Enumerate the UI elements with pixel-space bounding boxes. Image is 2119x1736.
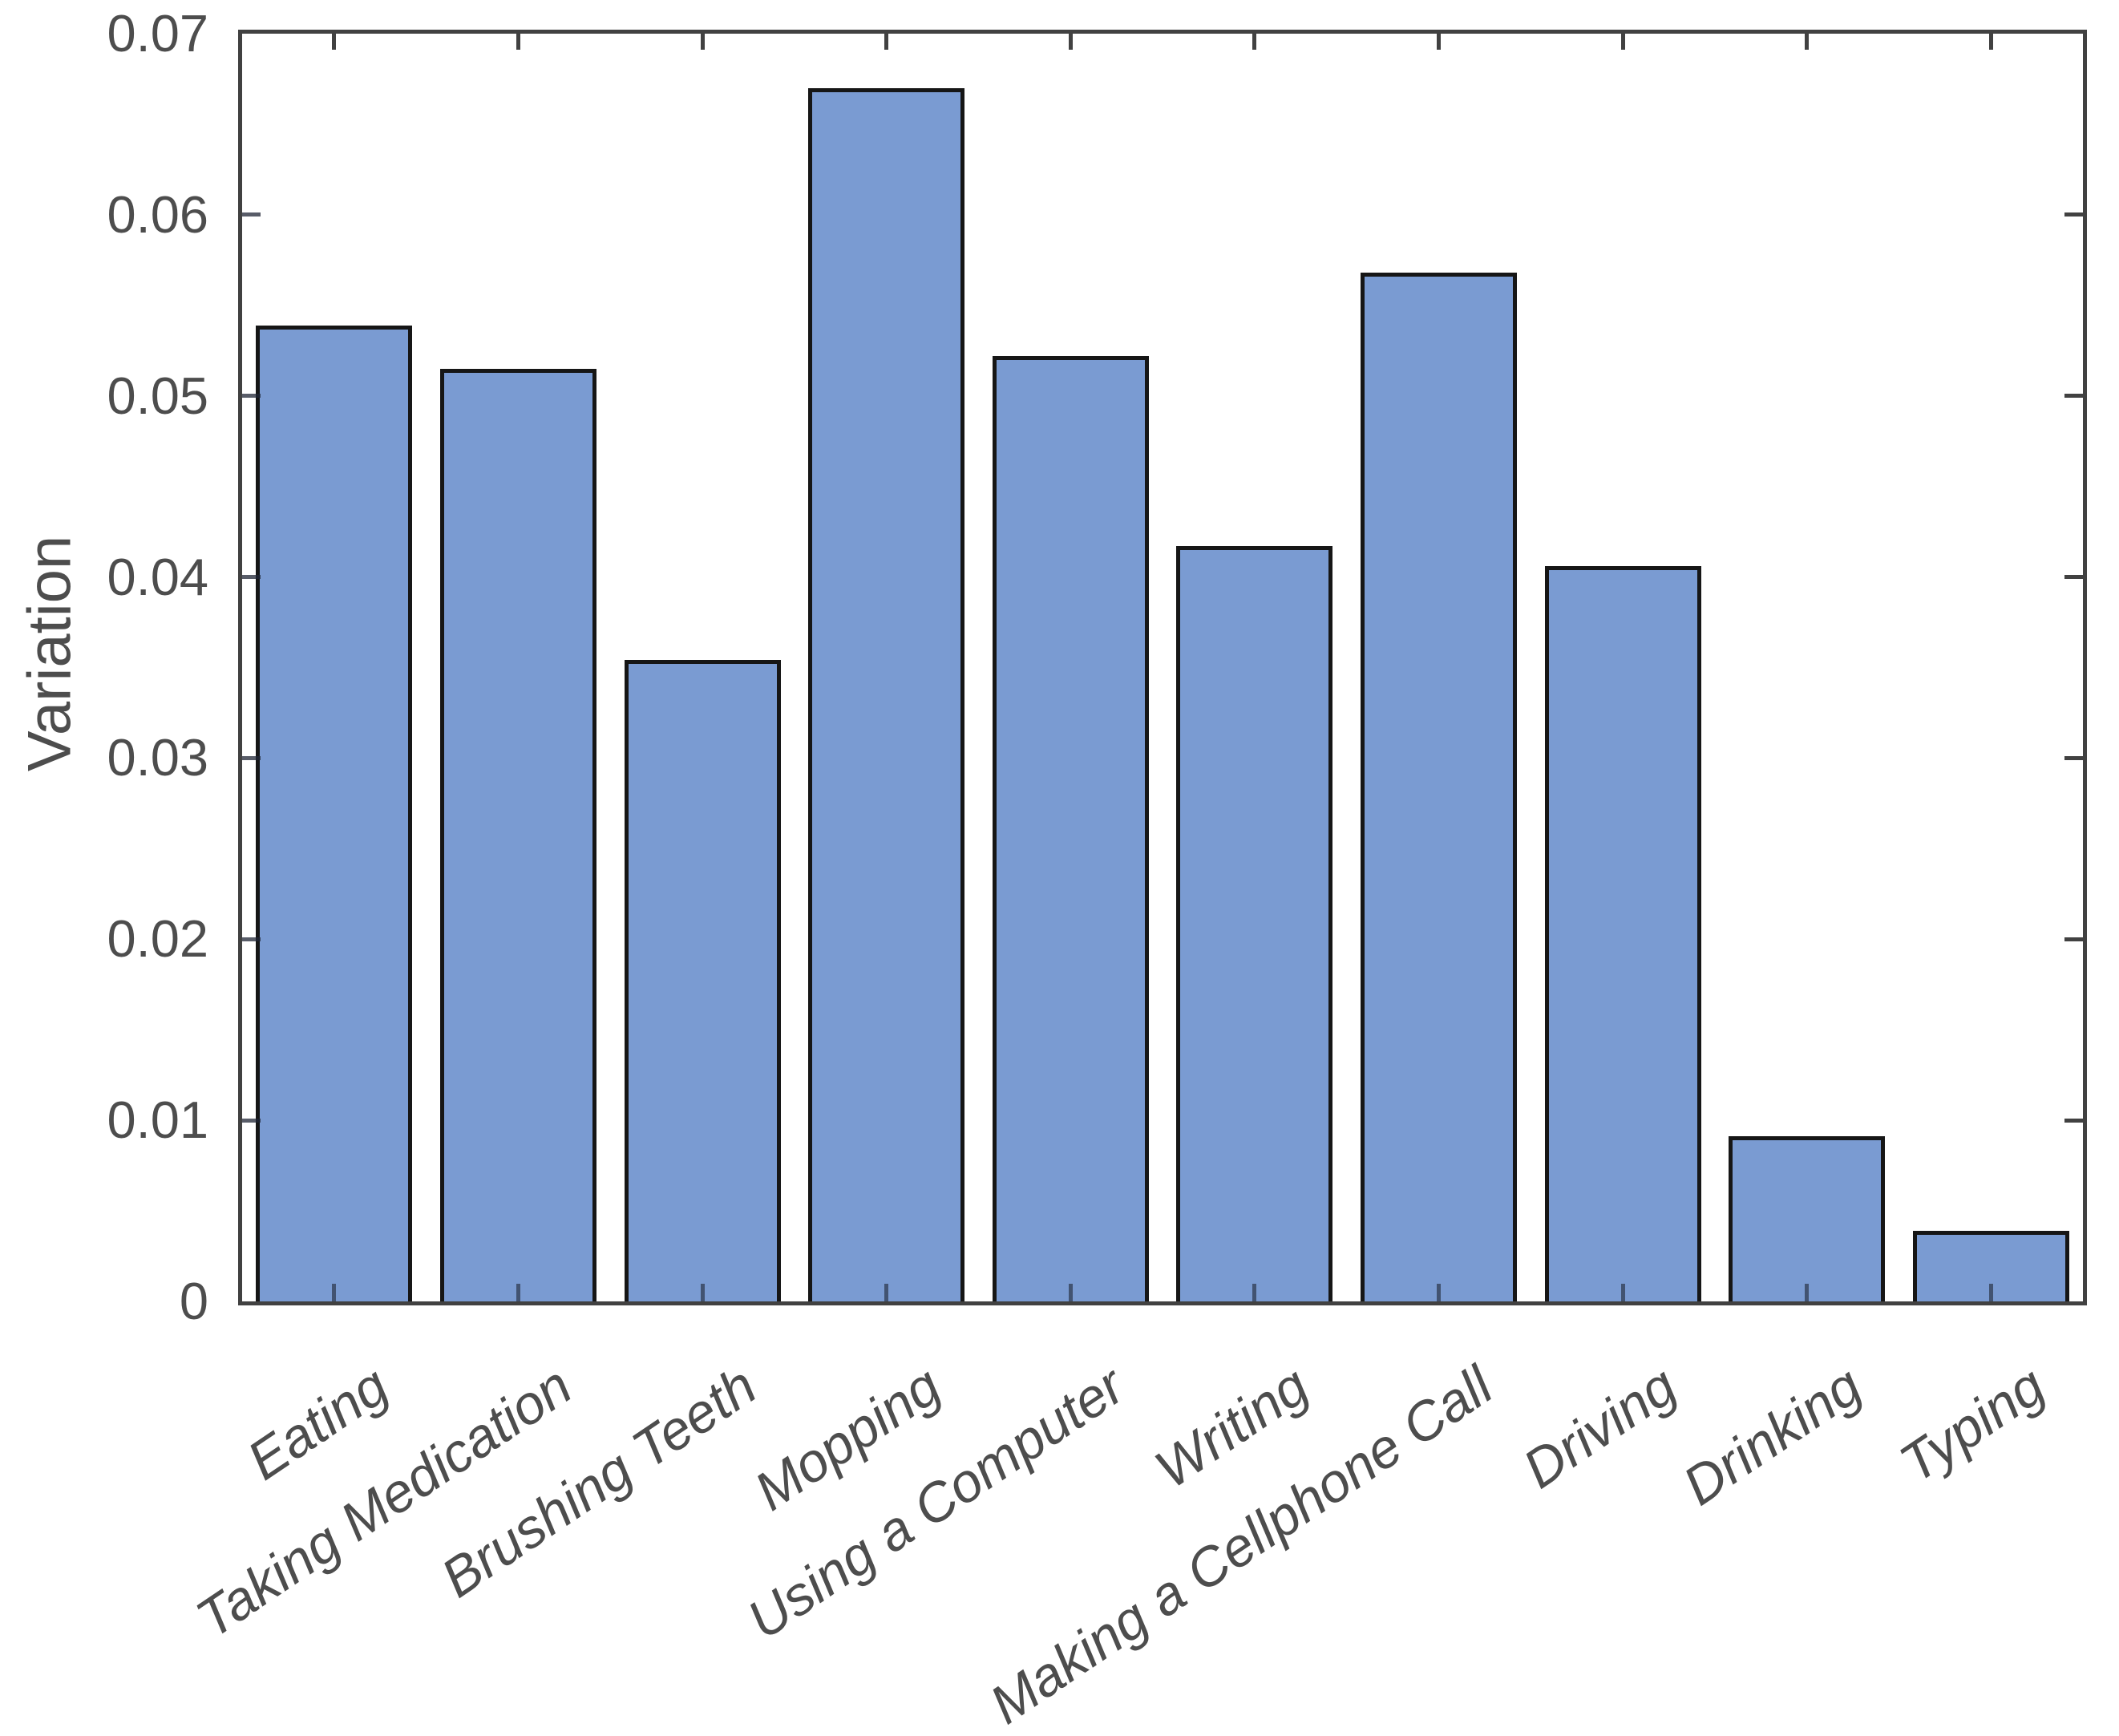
y-tick-left bbox=[242, 756, 261, 760]
x-tick-top bbox=[1989, 34, 1993, 50]
x-tick-bottom bbox=[516, 1284, 520, 1301]
y-tick-right bbox=[2064, 394, 2083, 398]
y-tick-left bbox=[242, 937, 261, 941]
y-tick-left bbox=[242, 212, 261, 216]
x-tick-top bbox=[884, 34, 888, 50]
y-tick-left bbox=[242, 394, 261, 398]
y-tick-label-0-06: 0.06 bbox=[107, 185, 208, 244]
x-tick-top bbox=[516, 34, 520, 50]
x-tick-label-brushing-teeth: Brushing Teeth bbox=[431, 1354, 767, 1609]
y-tick-left bbox=[242, 1119, 261, 1123]
x-tick-top bbox=[1437, 34, 1441, 50]
x-tick-top bbox=[332, 34, 336, 50]
x-tick-bottom bbox=[701, 1284, 705, 1301]
y-tick-right bbox=[2064, 937, 2083, 941]
bar-drinking bbox=[1729, 1136, 1885, 1301]
x-tick-bottom bbox=[1069, 1284, 1073, 1301]
x-tick-bottom bbox=[1252, 1284, 1256, 1301]
plot-area bbox=[238, 30, 2087, 1305]
x-tick-top bbox=[1621, 34, 1625, 50]
x-tick-top bbox=[1805, 34, 1809, 50]
bar-brushing-teeth bbox=[625, 660, 781, 1301]
y-tick-label-0-03: 0.03 bbox=[107, 728, 208, 787]
x-tick-label-driving: Driving bbox=[1512, 1354, 1688, 1500]
y-tick-left bbox=[242, 575, 261, 579]
x-tick-label-typing: Typing bbox=[1889, 1354, 2056, 1495]
y-tick-label-0: 0 bbox=[179, 1272, 208, 1330]
bar-using-a-computer bbox=[993, 356, 1149, 1301]
x-tick-label-eating: Eating bbox=[237, 1354, 399, 1492]
bar-taking-medication bbox=[440, 369, 596, 1301]
y-tick-right bbox=[2064, 1119, 2083, 1123]
y-tick-right bbox=[2064, 756, 2083, 760]
y-tick-label-0-05: 0.05 bbox=[107, 366, 208, 425]
bar-mopping bbox=[808, 88, 964, 1301]
y-tick-label-0-07: 0.07 bbox=[107, 4, 208, 63]
x-tick-bottom bbox=[884, 1284, 888, 1301]
bar-chart-figure: Variation 0 0.01 0.02 0.03 0.04 0.05 0.06 0.07 … bbox=[15, 4, 2087, 1736]
x-tick-top bbox=[701, 34, 705, 50]
x-tick-label-drinking: Drinking bbox=[1672, 1354, 1872, 1517]
y-tick-label-0-02: 0.02 bbox=[107, 909, 208, 968]
y-tick-label-0-04: 0.04 bbox=[107, 548, 208, 606]
x-tick-bottom bbox=[1805, 1284, 1809, 1301]
x-tick-bottom bbox=[1437, 1284, 1441, 1301]
x-tick-bottom bbox=[332, 1284, 336, 1301]
x-tick-bottom bbox=[1621, 1284, 1625, 1301]
y-tick-right bbox=[2064, 575, 2083, 579]
x-tick-bottom bbox=[1989, 1284, 1993, 1301]
y-tick-right bbox=[2064, 212, 2083, 216]
bar-writing bbox=[1176, 546, 1332, 1301]
y-tick-label-0-01: 0.01 bbox=[107, 1091, 208, 1149]
bar-making-a-cellphone-call bbox=[1361, 273, 1517, 1301]
x-tick-top bbox=[1069, 34, 1073, 50]
bar-driving bbox=[1545, 566, 1701, 1301]
bar-eating bbox=[256, 326, 412, 1301]
x-tick-top bbox=[1252, 34, 1256, 50]
